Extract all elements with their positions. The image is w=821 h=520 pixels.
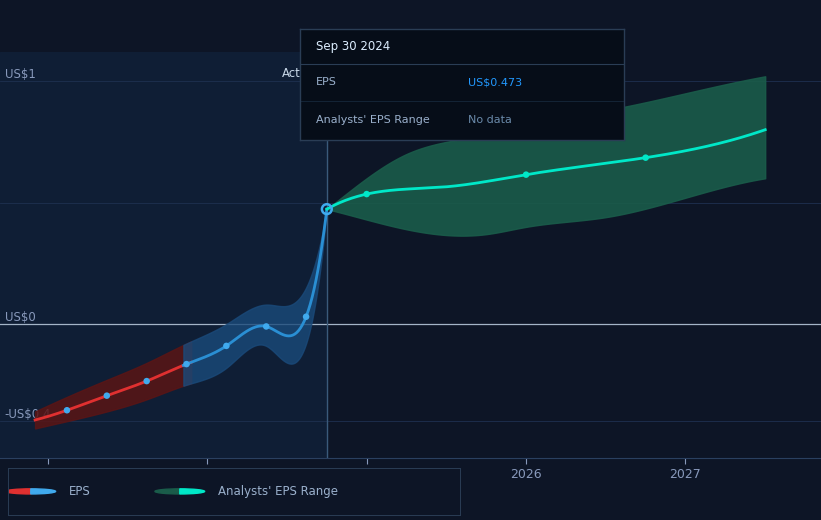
Point bbox=[360, 190, 374, 198]
Point bbox=[220, 342, 233, 350]
Point bbox=[61, 406, 74, 414]
Point bbox=[639, 153, 652, 162]
Point bbox=[180, 360, 193, 368]
Text: No data: No data bbox=[468, 115, 512, 125]
Wedge shape bbox=[31, 489, 56, 494]
Wedge shape bbox=[155, 489, 180, 494]
Text: Analysts' EPS Range: Analysts' EPS Range bbox=[316, 115, 429, 125]
Text: Sep 30 2024: Sep 30 2024 bbox=[316, 40, 390, 53]
Point bbox=[320, 205, 333, 213]
Point bbox=[140, 377, 154, 385]
Text: US$1: US$1 bbox=[5, 68, 35, 81]
Text: Analysts Forecasts: Analysts Forecasts bbox=[340, 67, 449, 80]
Text: -US$0.4: -US$0.4 bbox=[5, 408, 51, 421]
Text: EPS: EPS bbox=[69, 485, 91, 498]
Wedge shape bbox=[180, 489, 204, 494]
Point bbox=[100, 392, 113, 400]
Wedge shape bbox=[6, 489, 31, 494]
Text: Analysts' EPS Range: Analysts' EPS Range bbox=[218, 485, 338, 498]
Text: US$0.473: US$0.473 bbox=[468, 77, 522, 87]
Point bbox=[259, 322, 273, 331]
Point bbox=[300, 313, 313, 321]
Point bbox=[520, 171, 533, 179]
Text: Actual: Actual bbox=[282, 67, 319, 80]
Text: US$0: US$0 bbox=[5, 311, 35, 324]
Text: EPS: EPS bbox=[316, 77, 337, 87]
Bar bbox=[0, 52, 327, 458]
